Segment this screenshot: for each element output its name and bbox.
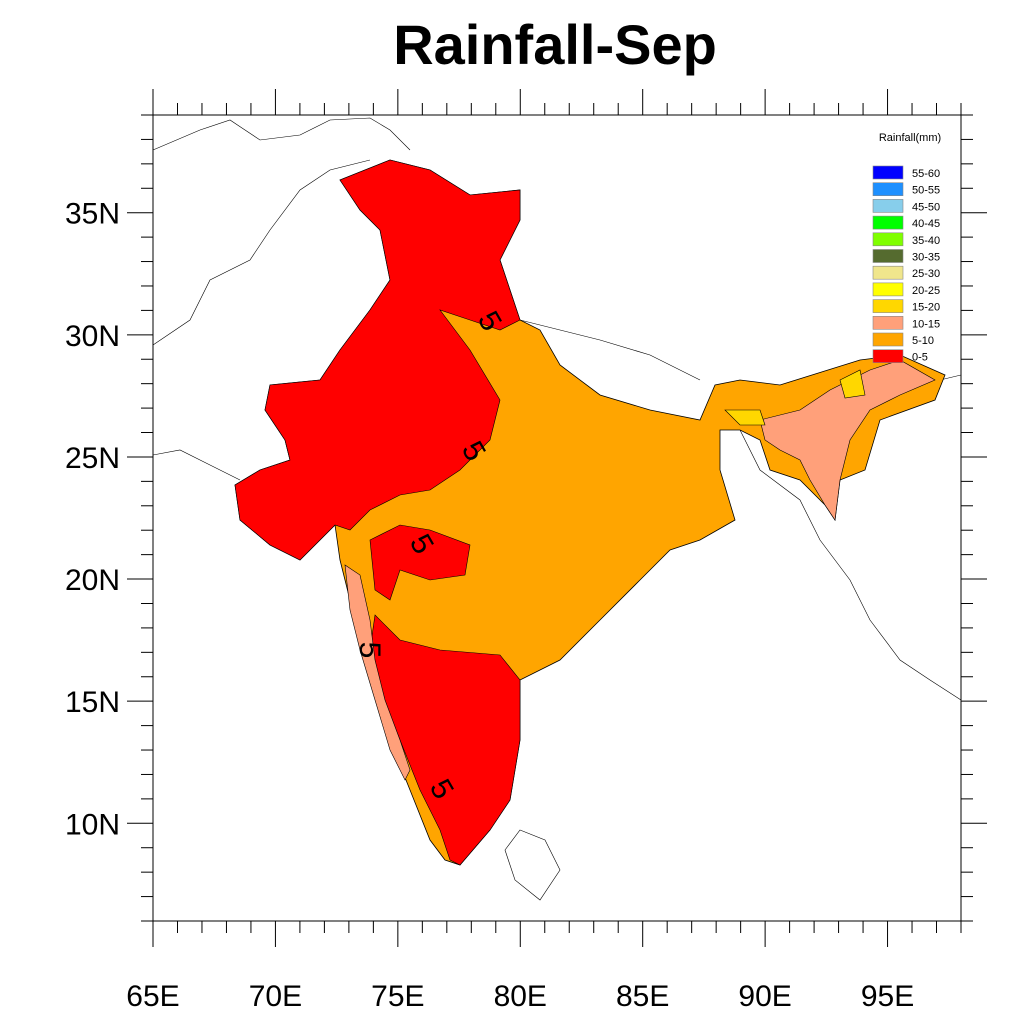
x-tick-label: 95E [861, 980, 914, 1013]
legend-label: 20-25 [912, 285, 940, 297]
legend-label: 45-50 [912, 201, 940, 213]
legend-swatch [872, 215, 904, 230]
y-tick-label: 30N [65, 320, 120, 353]
y-tick-label: 35N [65, 198, 120, 231]
legend-swatch [872, 332, 904, 347]
legend-swatch [872, 282, 904, 297]
contour-label: 5 [353, 642, 386, 659]
region-0-5-central [369, 524, 471, 601]
legend-swatch [872, 315, 904, 330]
legend-label: 50-55 [912, 185, 940, 197]
legend-swatch [872, 349, 904, 364]
legend-label: 30-35 [912, 252, 940, 264]
legend-swatch [872, 165, 904, 180]
legend-label: 25-30 [912, 268, 940, 280]
legend-swatch [872, 265, 904, 280]
region-10-15-west [344, 564, 411, 781]
x-tick-label: 65E [126, 980, 179, 1013]
legend-swatch [872, 199, 904, 213]
x-tick-label: 70E [249, 980, 302, 1013]
x-tick-label: 85E [616, 980, 669, 1013]
legend-label: 55-60 [912, 168, 940, 180]
legend-label: 35-40 [912, 235, 940, 247]
legend-title: Rainfall(mm) [879, 132, 941, 144]
x-tick-label: 90E [738, 980, 791, 1013]
y-tick-label: 10N [65, 808, 120, 841]
y-tick-label: 20N [65, 564, 120, 597]
plot-frame [152, 114, 962, 922]
legend-swatch [872, 182, 904, 196]
legend-swatch [872, 299, 904, 313]
legend-swatch [872, 232, 904, 247]
legend-label: 10-15 [912, 318, 940, 330]
legend-swatch [872, 249, 904, 263]
chart-title: Rainfall-Sep [393, 13, 717, 76]
legend-label: 5-10 [912, 335, 934, 347]
region-0-5-north [234, 159, 521, 561]
country-borders [152, 117, 962, 901]
y-tick-label: 15N [65, 686, 120, 719]
x-tick-label: 80E [494, 980, 547, 1013]
region-15-20-northeast [724, 369, 866, 426]
y-tick-label: 25N [65, 442, 120, 475]
legend-label: 40-45 [912, 218, 940, 230]
x-tick-label: 75E [371, 980, 424, 1013]
legend-label: 0-5 [912, 352, 928, 364]
legend-label: 15-20 [912, 302, 940, 314]
